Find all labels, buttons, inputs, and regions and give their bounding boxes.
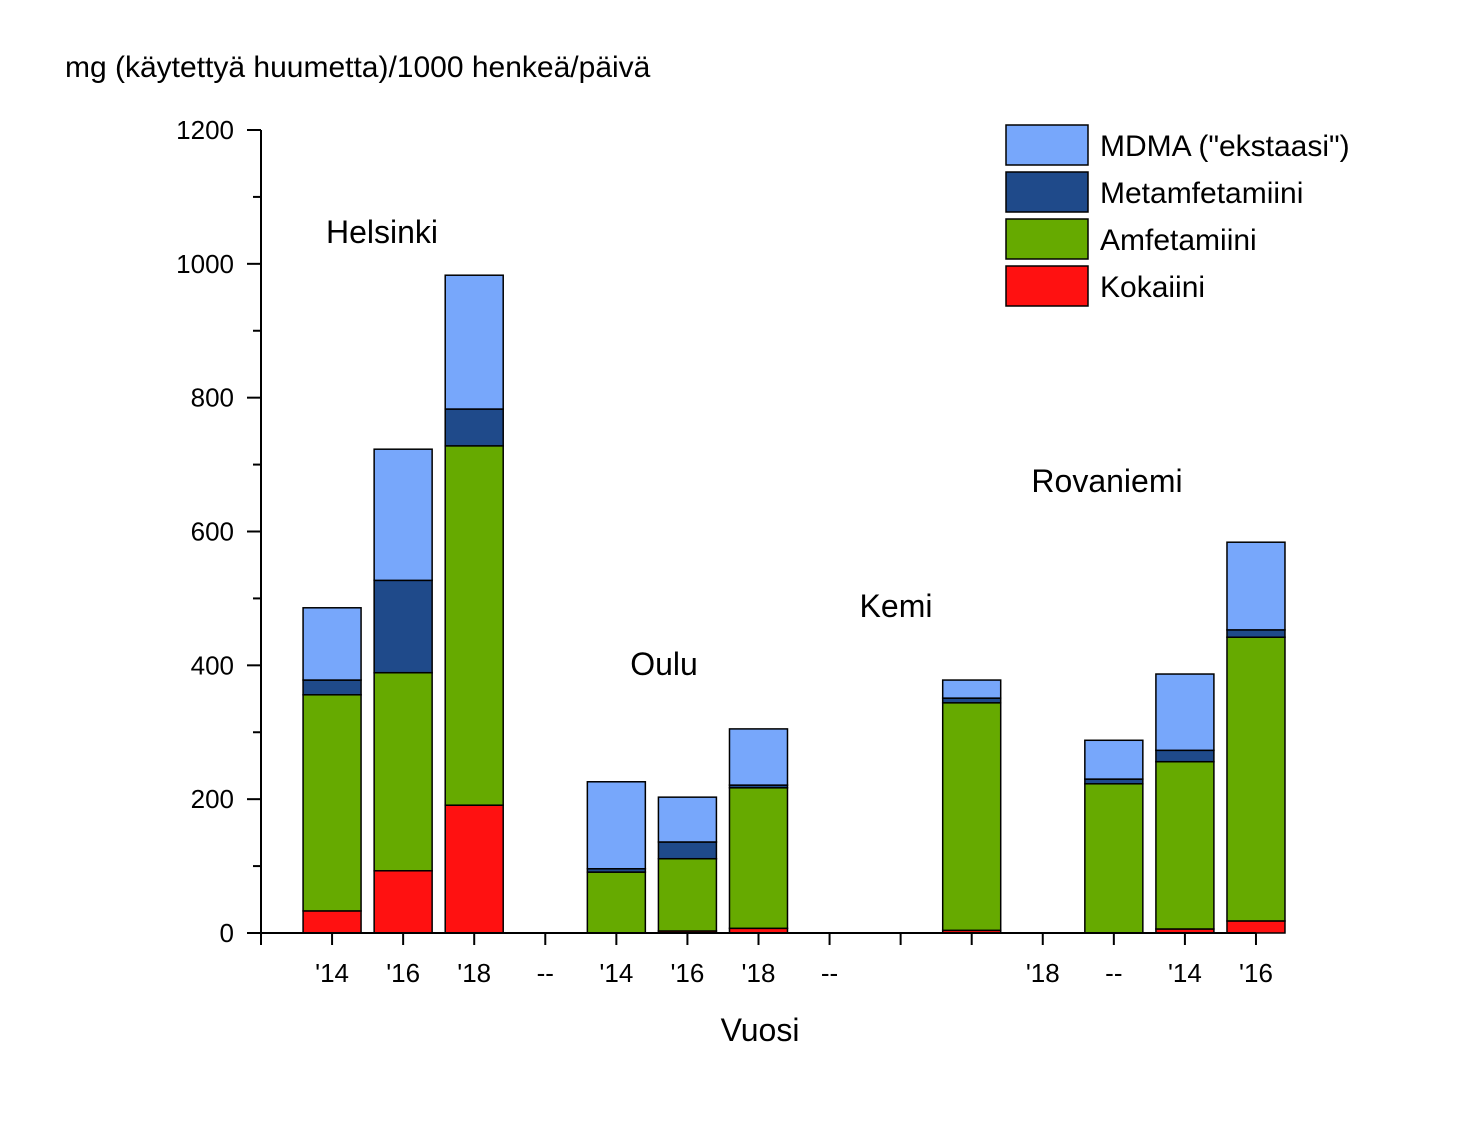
legend-label: Kokaiini xyxy=(1100,271,1205,304)
bar-segment-oulu-metamfetamiini xyxy=(657,841,718,860)
bar-segment-rovaniemi-metamfetamiini xyxy=(1226,629,1286,638)
legend-swatch xyxy=(1005,171,1089,213)
bar-segment-helsinki-amfetamiini xyxy=(373,671,433,872)
bar-segment-rovaniemi-amfetamiini xyxy=(1226,636,1286,922)
x-axis-title: Vuosi xyxy=(721,1012,800,1048)
bar-segment-oulu-mdma xyxy=(657,796,718,843)
y-tick-label: 0 xyxy=(220,918,234,948)
x-tick-label: '18 xyxy=(457,958,491,988)
y-tick-label: 200 xyxy=(191,784,234,814)
bar-segment-helsinki-amfetamiini xyxy=(302,694,362,912)
bar-segment-helsinki-kokaiini xyxy=(373,870,433,934)
y-tick-label: 1000 xyxy=(176,249,234,279)
bar-segment-oulu-mdma xyxy=(586,781,647,870)
bar-segment-helsinki-mdma xyxy=(373,448,433,582)
x-tick-label: -- xyxy=(537,958,554,988)
group-label-helsinki: Helsinki xyxy=(326,214,438,250)
bar-segment-oulu-amfetamiini xyxy=(728,787,789,930)
group-label-oulu: Oulu xyxy=(630,646,698,682)
x-tick-label: '14 xyxy=(599,958,633,988)
y-tick-label: 400 xyxy=(191,650,234,680)
x-tick-label: '16 xyxy=(670,958,704,988)
legend-label: Amfetamiini xyxy=(1100,224,1257,257)
y-tick-label: 1200 xyxy=(176,115,234,145)
bar-segment-rovaniemi-metamfetamiini xyxy=(1155,749,1215,763)
axes: 0 200 400 600 800 1000 1200 '14 '16 '18 -- '14 '16 '1… xyxy=(176,115,1273,988)
legend-label: MDMA ("ekstaasi") xyxy=(1100,130,1350,163)
bar-segment-kemi-mdma xyxy=(941,679,1002,699)
bar-segment-rovaniemi-amfetamiini xyxy=(1084,783,1144,934)
group-labels: Helsinki Oulu Kemi Rovaniemi xyxy=(326,214,1183,682)
bar-segment-oulu-mdma xyxy=(728,728,789,786)
x-tick-label: '14 xyxy=(315,958,349,988)
legend-swatch xyxy=(1005,124,1089,166)
x-tick-label: -- xyxy=(821,958,838,988)
bar-segment-helsinki-metamfetamiini xyxy=(444,408,504,447)
bar-segment-rovaniemi-mdma xyxy=(1084,739,1144,780)
bar-segment-rovaniemi-amfetamiini xyxy=(1155,760,1215,930)
y-axis-title: mg (käytettyä huumetta)/1000 henkeä/päiv… xyxy=(65,51,651,84)
y-tick-label: 800 xyxy=(191,383,234,413)
group-label-rovaniemi: Rovaniemi xyxy=(1031,463,1182,499)
legend-swatch xyxy=(1005,218,1089,260)
bar-segment-helsinki-metamfetamiini xyxy=(302,679,362,696)
bars xyxy=(302,274,1286,934)
y-tick-label: 600 xyxy=(191,517,234,547)
legend: MDMA ("ekstaasi") Metamfetamiini Amfetamii… xyxy=(1005,124,1350,307)
x-tick-label: -- xyxy=(1105,958,1122,988)
x-tick-label: '14 xyxy=(1168,958,1202,988)
x-tick-label: '18 xyxy=(1026,958,1060,988)
bar-segment-helsinki-kokaiini xyxy=(444,804,504,934)
bar-segment-helsinki-amfetamiini xyxy=(444,445,504,806)
bar-segment-helsinki-kokaiini xyxy=(302,910,362,934)
bar-segment-kemi-amfetamiini xyxy=(941,702,1002,932)
bar-segment-helsinki-mdma xyxy=(444,274,504,410)
bar-segment-oulu-amfetamiini xyxy=(657,857,718,932)
bar-segment-rovaniemi-kokaiini xyxy=(1226,920,1286,934)
x-tick-label: '16 xyxy=(1239,958,1273,988)
x-tick-label: '16 xyxy=(386,958,420,988)
bar-segment-helsinki-mdma xyxy=(302,607,362,681)
x-tick-label: '18 xyxy=(742,958,776,988)
legend-label: Metamfetamiini xyxy=(1100,177,1303,210)
bar-segment-rovaniemi-mdma xyxy=(1226,541,1286,631)
legend-swatch xyxy=(1005,265,1089,307)
bar-segment-oulu-amfetamiini xyxy=(586,871,647,934)
bar-segment-rovaniemi-mdma xyxy=(1155,673,1215,752)
bar-segment-helsinki-metamfetamiini xyxy=(373,579,433,674)
group-label-kemi: Kemi xyxy=(860,588,933,624)
